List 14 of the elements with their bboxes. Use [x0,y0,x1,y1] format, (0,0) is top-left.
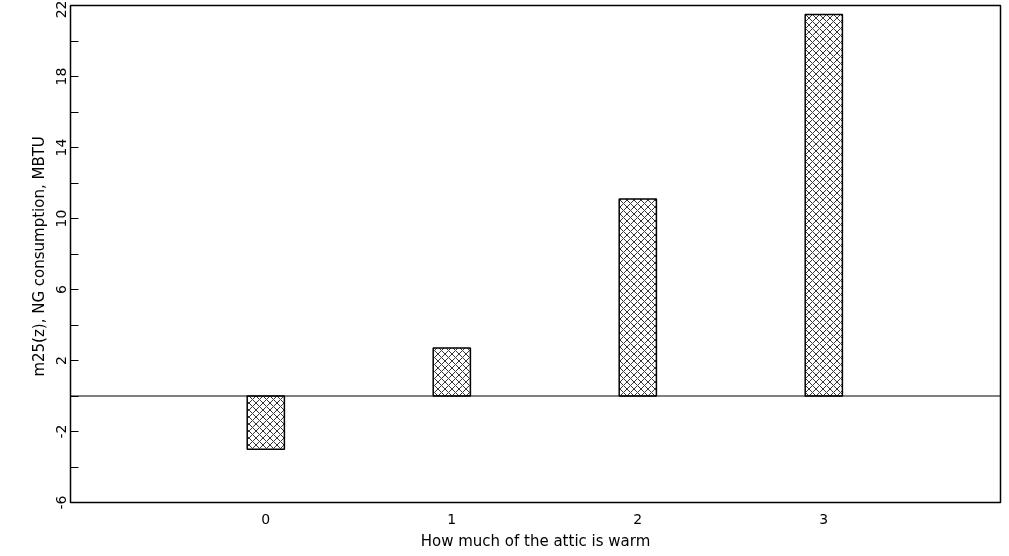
y-tick-label: -6 [52,495,69,510]
y-tick-label: 6 [52,284,69,294]
x-axis-title: How much of the attic is warm [420,531,651,550]
x-tick-label: 0 [261,510,271,527]
x-tick-label: 3 [819,510,829,527]
y-tick-label: -2 [52,424,69,439]
y-tick-label: 10 [52,209,69,228]
y-axis-title: m25(z), NG consumption, MBTU [29,136,48,377]
y-tick-label: 22 [52,0,69,19]
x-tick-label: 1 [447,510,457,527]
y-tick-label: 2 [52,356,69,365]
y-tick-label: 18 [52,67,69,86]
x-tick-label: 2 [633,510,643,527]
y-tick-label: 14 [52,138,69,157]
